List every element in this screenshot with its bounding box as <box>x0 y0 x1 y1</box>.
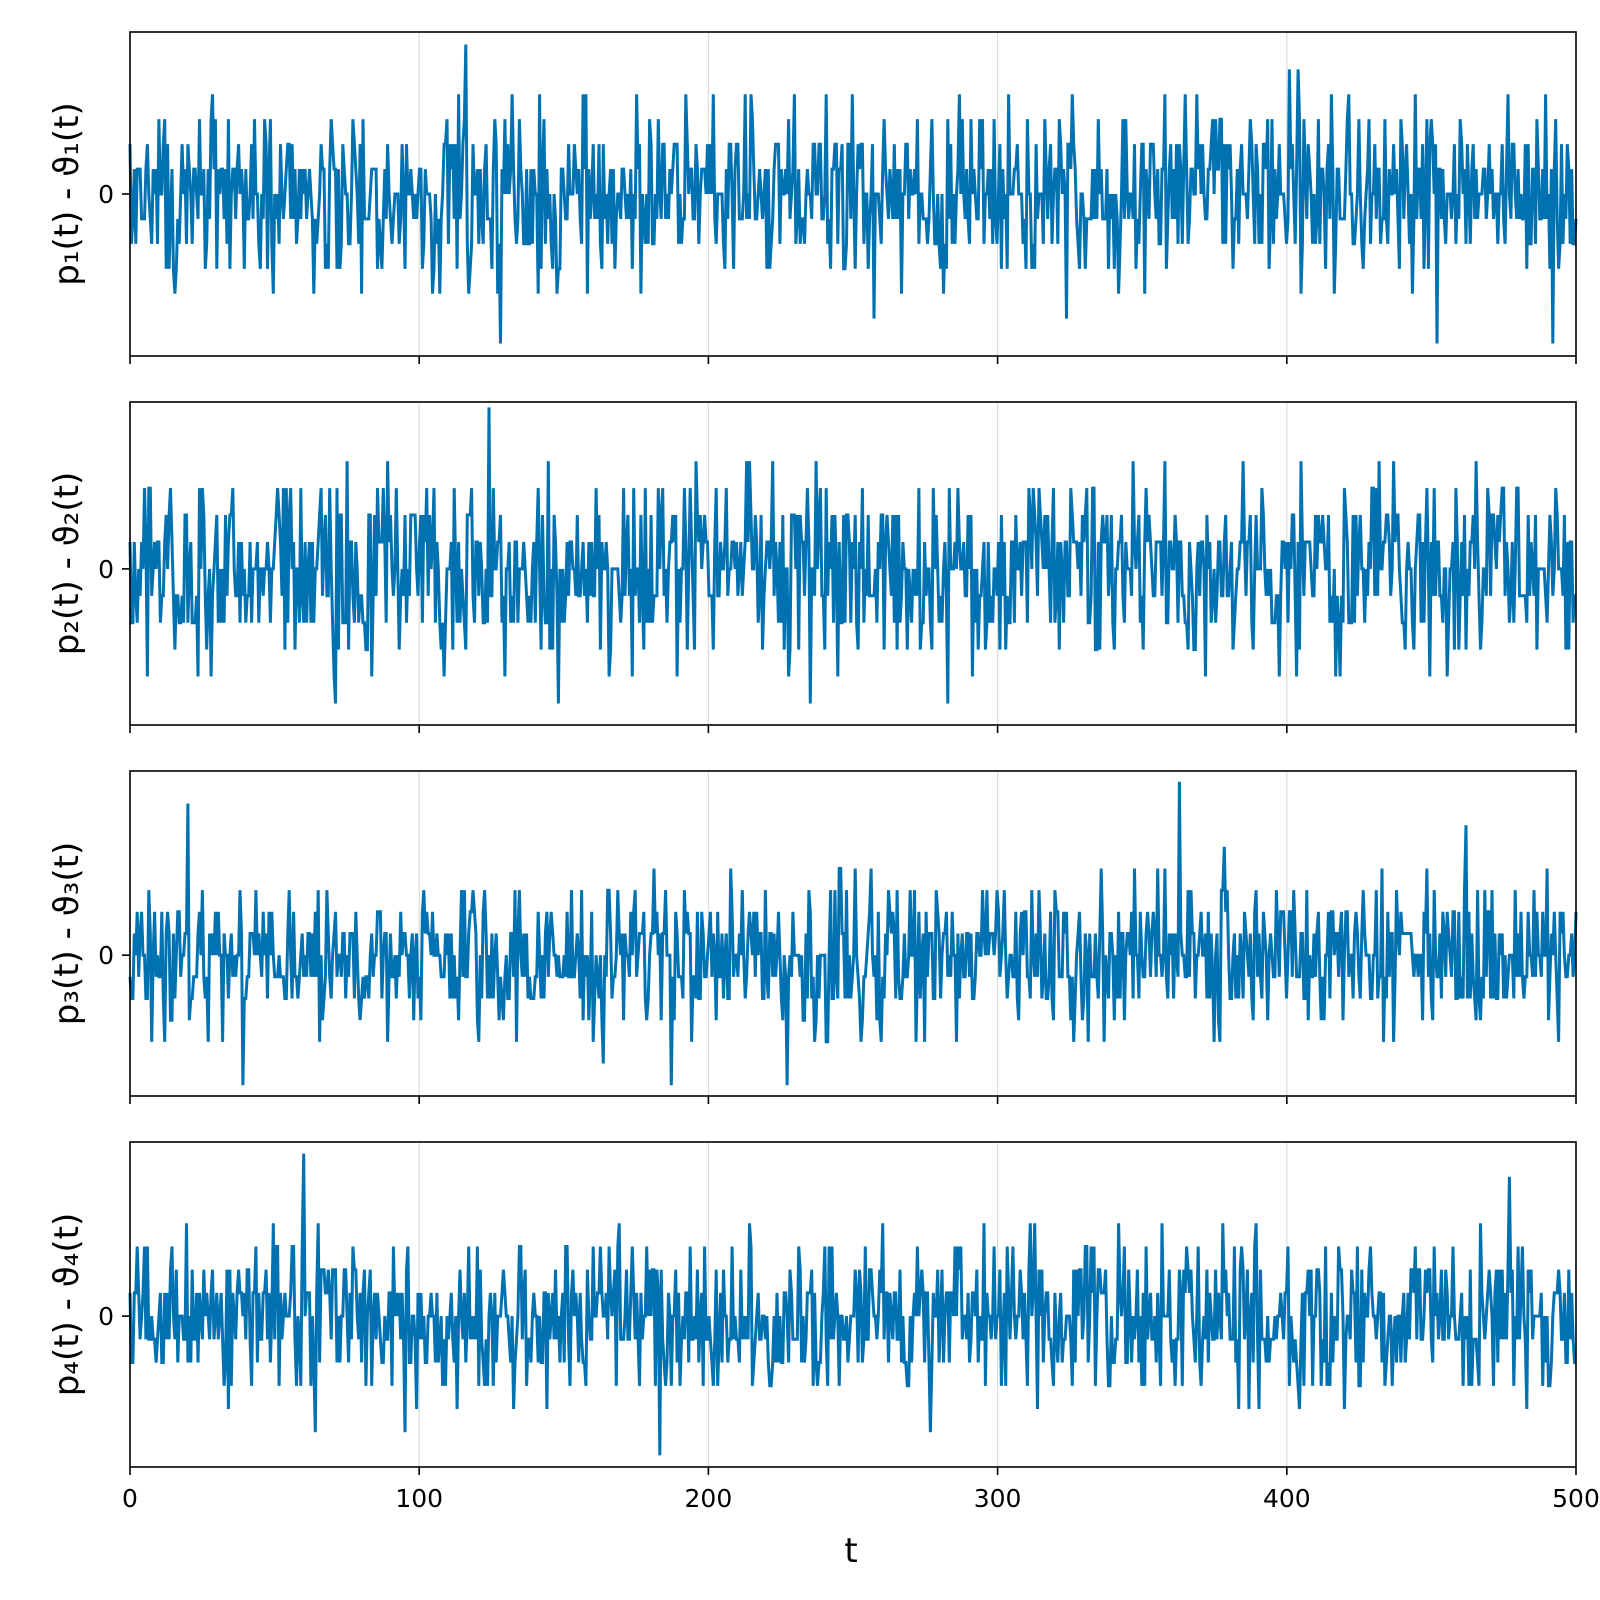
y-tick-label: 0 <box>98 555 114 584</box>
x-tick-label: 400 <box>1263 1484 1311 1513</box>
y-tick-label: 0 <box>98 1302 114 1331</box>
series-line-3 <box>128 781 1578 1086</box>
panel-frame-3 <box>129 770 1577 1097</box>
series-line-1 <box>128 44 1578 344</box>
x-tick-label: 0 <box>122 1484 138 1513</box>
panel-3: 0 p₃(t) - ϑ₃(t) <box>47 770 1578 1104</box>
x-tick-label: 300 <box>974 1484 1022 1513</box>
y-tick-label: 0 <box>98 180 114 209</box>
y-axis-label: p₂(t) - ϑ₂(t) <box>47 472 87 656</box>
panel-1: 0 p₁(t) - ϑ₁(t) <box>47 31 1578 364</box>
x-tick-label: 200 <box>685 1484 733 1513</box>
y-axis-label: p₁(t) - ϑ₁(t) <box>47 102 87 286</box>
series-line-4 <box>128 1153 1577 1456</box>
x-tick-label: 500 <box>1552 1484 1600 1513</box>
y-axis-label: p₄(t) - ϑ₄(t) <box>47 1213 87 1397</box>
x-axis-label: t <box>844 1531 857 1571</box>
panel-4: 0 p₄(t) - ϑ₄(t) <box>47 1141 1577 1475</box>
y-tick-label: 0 <box>98 941 114 970</box>
x-tick-label: 100 <box>395 1484 443 1513</box>
panel-2: 0 p₂(t) - ϑ₂(t) <box>47 401 1577 733</box>
y-axis-label: p₃(t) - ϑ₃(t) <box>47 842 87 1026</box>
panel-frame-4 <box>129 1141 1577 1468</box>
series-line-2 <box>128 407 1577 704</box>
panels: 0 p₁(t) - ϑ₁(t) 0 p₂(t) - ϑ₂(t) 0 p₃(t) - ϑ₃(… <box>47 31 1600 1513</box>
panel-frame-2 <box>129 401 1577 726</box>
